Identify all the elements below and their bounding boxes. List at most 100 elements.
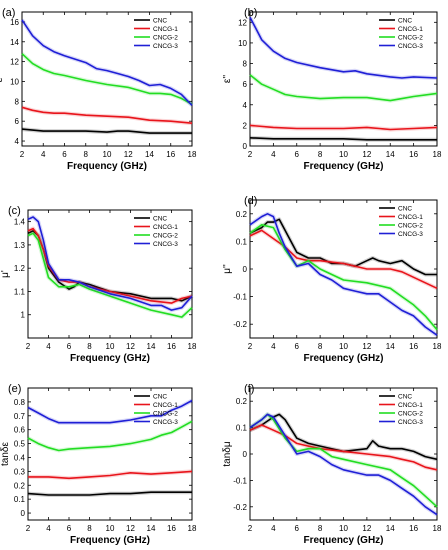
x-tick-label: 8	[84, 150, 89, 159]
y-tick-label: 8	[243, 60, 248, 69]
legend-label: CNCG-3	[153, 419, 178, 426]
x-tick-label: 6	[67, 524, 72, 533]
y-tick-label: 1.1	[14, 287, 26, 296]
x-tick-label: 10	[339, 342, 348, 351]
series-line-cncg-1	[28, 470, 193, 480]
x-tick-label: 2	[26, 524, 31, 533]
y-tick-label: 0.2	[236, 397, 248, 406]
x-axis-label: Frequency (GHz)	[303, 353, 383, 364]
series-line-cnc	[27, 491, 192, 496]
x-tick-label: 16	[167, 342, 176, 351]
x-tick-label: 12	[126, 342, 135, 351]
x-tick-label: 6	[295, 150, 300, 159]
x-tick-label: 8	[318, 150, 323, 159]
y-tick-label: 1.2	[14, 264, 26, 273]
y-tick-label: 0	[243, 265, 248, 274]
x-tick-label: 4	[271, 342, 276, 351]
x-axis-label: Frequency (GHz)	[70, 353, 150, 364]
chart-panel-5: 2 4 6 8 10 12 14 16 18 0 0.1 0.2 0.3 0.4 0.5 0.6 0.7 0.8 C…	[0, 383, 197, 546]
x-axis-label: Frequency (GHz)	[70, 535, 150, 546]
legend-label: CNCG-3	[398, 43, 423, 50]
y-tick-label: 4	[243, 101, 248, 110]
x-tick-label: 8	[87, 342, 92, 351]
x-tick-label: 4	[271, 524, 276, 533]
legend-label: CNC	[153, 18, 167, 25]
y-tick-label: 1.3	[14, 241, 26, 250]
x-tick-label: 10	[106, 342, 115, 351]
series-line-cncg-1	[249, 424, 438, 471]
x-tick-label: 14	[386, 524, 395, 533]
x-tick-label: 16	[409, 524, 418, 533]
x-tick-label: 10	[339, 150, 348, 159]
y-tick-label: -0.2	[233, 503, 247, 512]
y-axis-label: μ'	[0, 270, 11, 278]
x-tick-label: 14	[386, 342, 395, 351]
x-tick-label: 18	[433, 524, 442, 533]
x-tick-label: 2	[248, 524, 253, 533]
x-tick-label: 2	[248, 342, 253, 351]
x-tick-label: 12	[362, 150, 371, 159]
y-tick-label: -0.1	[233, 476, 247, 485]
x-tick-label: 6	[295, 342, 300, 351]
x-tick-label: 18	[188, 342, 197, 351]
series-line-cncg-1	[249, 229, 438, 290]
legend-label: CNC	[153, 394, 167, 401]
x-tick-label: 2	[26, 342, 31, 351]
legend-label: CNCG-2	[398, 411, 423, 418]
y-tick-label: 0.7	[14, 412, 26, 421]
x-tick-label: 4	[46, 342, 51, 351]
legend-label: CNC	[398, 18, 412, 25]
x-tick-label: 8	[318, 342, 323, 351]
legend-label: CNCG-2	[153, 411, 178, 418]
y-tick-label: 0.2	[236, 210, 248, 219]
legend-label: CNCG-3	[153, 241, 178, 248]
series-line-cncg-2	[249, 413, 438, 508]
x-tick-label: 10	[103, 150, 112, 159]
y-axis-label: tanδμ	[222, 441, 233, 466]
x-tick-label: 2	[248, 150, 253, 159]
legend-label: CNCG-1	[398, 214, 423, 221]
y-tick-label: 0.4	[14, 453, 26, 462]
legend-label: CNCG-1	[398, 402, 423, 409]
x-tick-label: 12	[126, 524, 135, 533]
x-tick-label: 6	[67, 342, 72, 351]
series-line-cncg-2	[27, 232, 193, 318]
legend-label: CNCG-3	[398, 231, 423, 238]
y-axis-label: μ''	[222, 264, 233, 274]
x-tick-label: 14	[386, 150, 395, 159]
y-tick-label: -0.2	[233, 320, 247, 329]
series-shadow-cncg-2	[20, 52, 193, 107]
panel-label: (d)	[244, 195, 257, 207]
legend-label: CNC	[398, 394, 412, 401]
x-axis-label: Frequency (GHz)	[303, 535, 383, 546]
x-axis-label: Frequency (GHz)	[303, 161, 383, 172]
y-tick-label: 0.2	[14, 481, 26, 490]
x-tick-label: 18	[433, 150, 442, 159]
x-tick-label: 2	[20, 150, 25, 159]
legend-label: CNCG-2	[398, 223, 423, 230]
y-tick-label: 0.8	[14, 398, 26, 407]
legend-label: CNCG-1	[153, 224, 178, 231]
series-line-cncg-2	[249, 224, 438, 331]
chart-panel-6: 2 4 6 8 10 12 14 16 18-0.2-0.100.10.2CNCCNCG-1CN…	[222, 383, 442, 546]
panel-label: (c)	[8, 205, 21, 217]
x-tick-label: 16	[166, 150, 175, 159]
series-line-cnc	[249, 137, 437, 141]
legend-label: CNCG-1	[153, 26, 178, 33]
y-tick-label: 14	[10, 38, 19, 47]
y-tick-label: 1	[21, 311, 26, 320]
y-tick-label: 12	[238, 18, 247, 27]
y-tick-label: 2	[243, 121, 248, 130]
series-line-cncg-3	[249, 413, 438, 516]
series-line-cncg-2	[27, 420, 193, 452]
y-tick-label: 8	[15, 97, 20, 106]
y-tick-label: 16	[10, 18, 19, 27]
y-tick-label: 0.1	[14, 495, 26, 504]
y-tick-label: 0	[21, 509, 26, 518]
